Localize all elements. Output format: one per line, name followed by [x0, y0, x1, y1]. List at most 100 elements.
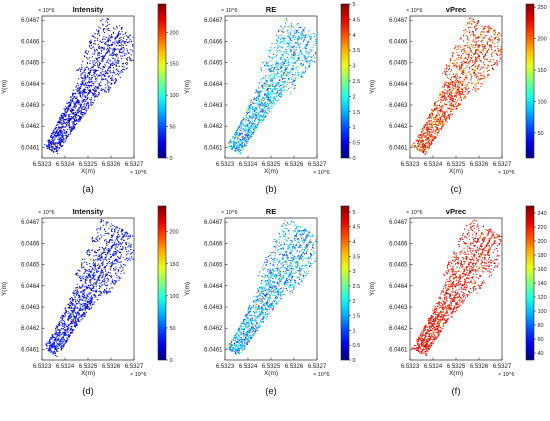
- data-point: [299, 55, 300, 56]
- data-point: [436, 132, 437, 133]
- data-point: [484, 81, 485, 82]
- data-point: [477, 57, 478, 58]
- data-point: [55, 127, 56, 128]
- data-point: [450, 60, 451, 61]
- data-point: [491, 65, 492, 66]
- data-point: [302, 77, 303, 78]
- data-point: [468, 27, 469, 28]
- data-point: [298, 45, 299, 46]
- data-point: [52, 142, 53, 143]
- data-point: [102, 89, 103, 90]
- data-point: [271, 79, 272, 80]
- data-point: [287, 90, 288, 91]
- data-point: [497, 48, 498, 49]
- data-point: [55, 128, 56, 129]
- data-point: [477, 45, 478, 46]
- data-point: [98, 94, 99, 95]
- data-point: [268, 62, 269, 63]
- data-point: [82, 306, 83, 307]
- data-point: [261, 90, 262, 91]
- data-point: [235, 144, 236, 145]
- data-point: [118, 74, 119, 75]
- data-point: [251, 123, 252, 124]
- data-point: [122, 267, 123, 268]
- data-point: [263, 119, 264, 120]
- data-point: [464, 50, 465, 51]
- data-point: [53, 140, 54, 141]
- data-point: [93, 36, 94, 37]
- data-point: [243, 117, 244, 118]
- data-point: [425, 143, 426, 144]
- data-point: [306, 53, 307, 54]
- data-point: [469, 47, 470, 48]
- data-point: [416, 140, 417, 141]
- data-point: [304, 35, 305, 36]
- data-point: [117, 59, 118, 60]
- data-point: [428, 127, 429, 128]
- data-point: [84, 108, 85, 109]
- data-point: [252, 124, 253, 125]
- data-point: [80, 75, 81, 76]
- data-point: [418, 141, 419, 142]
- data-point: [281, 54, 282, 55]
- data-point: [274, 67, 275, 68]
- data-point: [251, 127, 252, 128]
- data-point: [282, 38, 283, 39]
- data-point: [84, 79, 85, 80]
- data-point: [98, 46, 99, 47]
- data-point: [233, 147, 234, 148]
- data-point: [472, 65, 473, 66]
- data-point: [251, 134, 252, 135]
- data-point: [102, 74, 103, 75]
- data-point: [60, 117, 61, 118]
- data-point: [462, 72, 463, 73]
- data-point: [93, 260, 94, 261]
- data-point: [274, 47, 275, 48]
- y-axis-label: Y(m): [369, 80, 376, 94]
- data-point: [115, 79, 116, 80]
- data-point: [445, 113, 446, 114]
- data-point: [455, 92, 456, 93]
- data-point: [252, 111, 253, 112]
- data-point: [436, 121, 437, 122]
- data-point: [284, 19, 285, 20]
- data-point: [429, 133, 430, 134]
- data-point: [304, 27, 305, 28]
- data-point: [487, 27, 488, 28]
- data-point: [249, 132, 250, 133]
- data-point: [71, 128, 72, 129]
- data-point: [290, 39, 291, 40]
- data-point: [123, 63, 124, 64]
- data-point: [93, 61, 94, 62]
- data-point: [482, 54, 483, 55]
- data-point: [75, 120, 76, 121]
- data-point: [459, 95, 460, 96]
- data-point: [450, 107, 451, 108]
- data-point: [70, 103, 71, 104]
- data-point: [445, 68, 446, 69]
- data-point: [316, 34, 317, 35]
- data-point: [439, 128, 440, 129]
- data-point: [77, 100, 78, 101]
- data-point: [233, 137, 234, 138]
- data-point: [59, 334, 60, 335]
- data-point: [248, 105, 249, 106]
- data-point: [64, 119, 65, 120]
- data-point: [438, 122, 439, 123]
- data-point: [497, 34, 498, 35]
- data-point: [272, 71, 273, 72]
- data-point: [85, 97, 86, 98]
- data-point: [287, 22, 288, 23]
- data-point: [288, 88, 289, 89]
- data-point: [125, 63, 126, 64]
- data-point: [268, 69, 269, 70]
- chart-title: Intensity: [73, 207, 105, 216]
- data-point: [447, 75, 448, 76]
- data-point: [95, 96, 96, 97]
- data-point: [300, 50, 301, 51]
- data-point: [98, 264, 99, 265]
- data-point: [292, 45, 293, 46]
- data-point: [79, 68, 80, 69]
- data-point: [110, 263, 111, 264]
